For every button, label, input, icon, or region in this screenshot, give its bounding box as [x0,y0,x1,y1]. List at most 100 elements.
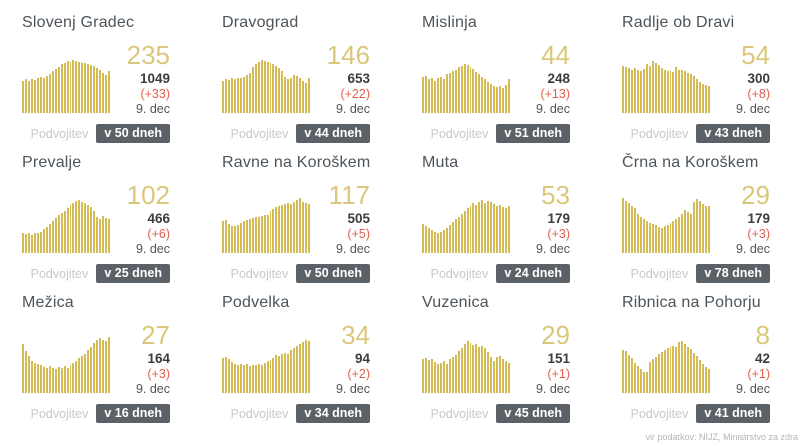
chart-bar [684,71,687,114]
bar-chart[interactable] [422,55,511,114]
active-count: 29 [541,320,570,350]
doubling-row: Podvojitev v 50 dneh [22,124,170,144]
doubling-row: Podvojitev v 43 dneh [622,124,770,144]
chart-bar [666,347,669,394]
bar-chart[interactable] [622,195,711,254]
chart-bar [60,368,63,394]
chart-bar [266,361,269,394]
chart-bar [645,221,648,254]
chart-bar [284,77,287,114]
municipality-name: Vuzenica [422,294,489,311]
bar-chart[interactable] [22,335,111,394]
chart-bar [448,359,451,394]
chart-bar [705,206,708,254]
chart-bar [263,214,266,254]
chart-bar [275,66,278,114]
municipality-card: Radlje ob Dravi 54 300 (+8) 9. dec Podvo… [600,4,800,144]
doubling-label: Podvojitev [630,406,689,421]
chart-bar [466,207,469,254]
chart-bar [657,227,660,254]
chart-bar [308,78,311,114]
chart-bar [678,69,681,114]
bar-chart[interactable] [22,195,111,254]
new-cases-delta: (+1) [747,367,770,382]
chart-bar [699,360,702,394]
chart-bar [257,217,260,254]
chart-bar [284,203,287,254]
chart-bar [639,216,642,254]
chart-bar [224,220,227,254]
chart-bar [222,221,224,254]
chart-bar [481,345,484,394]
card-body: 102 466 (+6) 9. dec [22,182,170,256]
chart-bar [27,80,30,114]
municipality-name: Črna na Koroškem [622,154,759,171]
data-source-note: vir podatkov: NIJZ, Ministrstvo za zdra [645,432,798,442]
new-cases-delta: (+3) [747,227,770,242]
chart-bar [96,67,99,114]
chart-bar [42,229,45,254]
stats-column: 117 505 (+5) 9. dec [316,182,370,256]
chart-bar [269,360,272,394]
chart-bar [248,72,251,114]
doubling-label: Podvojitev [230,126,289,141]
chart-bar [505,207,508,254]
chart-bar [75,360,78,394]
chart-bar [272,209,275,254]
chart-bar [254,365,257,394]
bar-chart[interactable] [422,335,511,394]
chart-bar [630,69,633,114]
chart-bar [105,74,108,114]
chart-bar [505,360,508,394]
chart-bar [84,203,87,254]
chart-bar [660,227,663,254]
chart-bar [690,73,693,114]
chart-bar [487,200,490,254]
chart-bar [22,81,24,114]
doubling-label: Podvojitev [630,126,689,141]
bar-chart[interactable] [22,55,111,114]
chart-bar [693,352,696,394]
chart-bar [302,201,305,254]
chart-bar [42,77,45,114]
doubling-row: Podvojitev v 44 dneh [222,124,370,144]
chart-bar [633,362,636,394]
date-label: 9. dec [335,382,370,397]
municipality-card: Muta 53 179 (+3) 9. dec Podvojitev v 24 … [400,144,600,284]
bar-chart[interactable] [422,195,511,254]
chart-bar [424,76,427,114]
total-count: 151 [547,351,570,366]
bar-chart[interactable] [222,55,311,114]
bar-chart[interactable] [222,335,311,394]
bar-chart[interactable] [222,195,311,254]
chart-bar [90,64,93,114]
chart-bar [254,63,257,114]
date-label: 9. dec [535,242,570,257]
chart-bar [648,222,651,254]
chart-bar [30,78,33,114]
bar-chart[interactable] [622,335,711,394]
chart-bar [108,337,111,394]
chart-bar [448,72,451,114]
total-count: 42 [754,351,770,366]
chart-bar [30,360,33,394]
chart-bar [227,224,230,254]
municipality-grid: Slovenj Gradec 235 1049 (+33) 9. dec Pod… [0,4,800,424]
chart-bar [622,349,624,394]
municipality-card: Slovenj Gradec 235 1049 (+33) 9. dec Pod… [0,4,200,144]
chart-bar [230,361,233,394]
chart-bar [278,205,281,254]
chart-bar [430,358,433,394]
municipality-name: Muta [422,154,459,171]
chart-bar [448,225,451,254]
chart-bar [24,79,27,114]
date-label: 9. dec [335,102,370,117]
chart-bar [478,201,481,254]
bar-chart[interactable] [622,55,711,114]
chart-bar [257,364,260,394]
chart-bar [669,71,672,114]
chart-bar [684,343,687,394]
chart-bar [436,78,439,114]
chart-bar [93,343,96,394]
chart-bar [475,343,478,394]
